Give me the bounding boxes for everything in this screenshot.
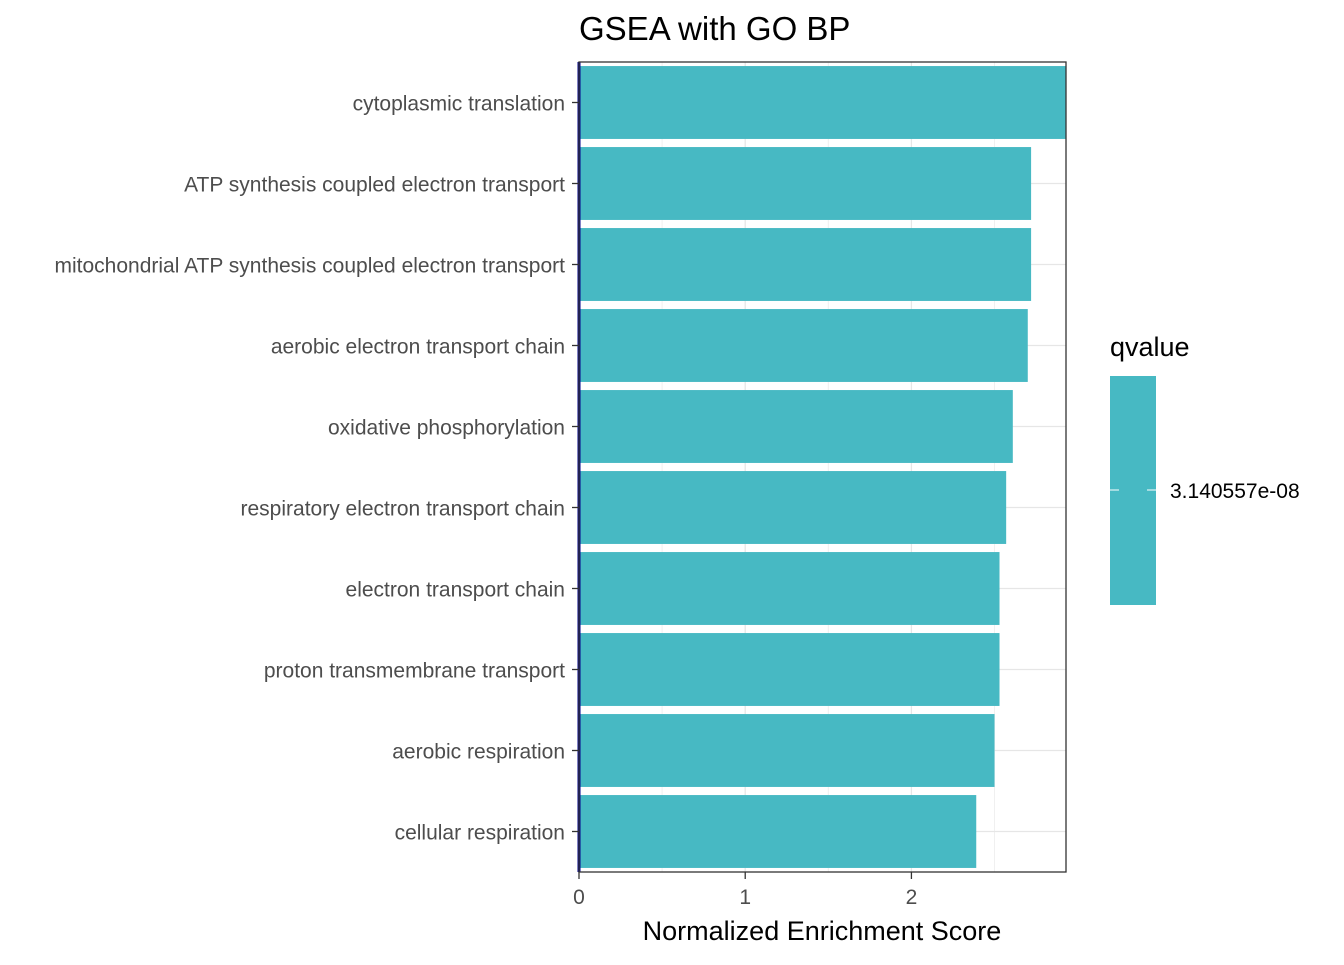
panel-border <box>578 61 1067 873</box>
bars-group <box>579 66 1066 868</box>
y-tick-label: aerobic electron transport chain <box>271 336 565 359</box>
y-tick-label: aerobic respiration <box>392 741 565 764</box>
y-tick-label: cellular respiration <box>395 822 565 845</box>
bar <box>579 552 1000 625</box>
y-axis-labels: cytoplasmic translation ATP synthesis cou… <box>55 93 579 845</box>
plot-panel <box>578 61 1067 873</box>
legend-title: qvalue <box>1110 332 1190 362</box>
x-tick-label: 1 <box>739 886 751 909</box>
legend-label: 3.140557e-08 <box>1170 480 1300 503</box>
legend: qvalue 3.140557e-08 <box>1110 332 1300 605</box>
bar <box>579 147 1032 220</box>
x-tick-label: 0 <box>573 886 585 909</box>
y-tick-label: oxidative phosphorylation <box>328 417 565 440</box>
bar <box>579 66 1066 139</box>
x-axis-ticks: 0 1 2 <box>573 872 917 909</box>
y-tick-label: proton transmembrane transport <box>264 660 565 683</box>
bar <box>579 714 995 787</box>
y-tick-label: ATP synthesis coupled electron transport <box>184 174 565 197</box>
bar <box>579 390 1013 463</box>
y-tick-label: respiratory electron transport chain <box>241 498 566 521</box>
bar <box>579 228 1032 301</box>
bar <box>579 795 977 868</box>
y-tick-label: cytoplasmic translation <box>353 93 565 116</box>
bar <box>579 633 1000 706</box>
bar <box>579 471 1007 544</box>
x-tick-label: 2 <box>906 886 918 909</box>
x-axis-title: Normalized Enrichment Score <box>643 916 1002 946</box>
chart-title: GSEA with GO BP <box>579 10 850 47</box>
bar <box>579 309 1028 382</box>
y-tick-label: mitochondrial ATP synthesis coupled elec… <box>55 255 566 278</box>
y-tick-label: electron transport chain <box>346 579 565 602</box>
